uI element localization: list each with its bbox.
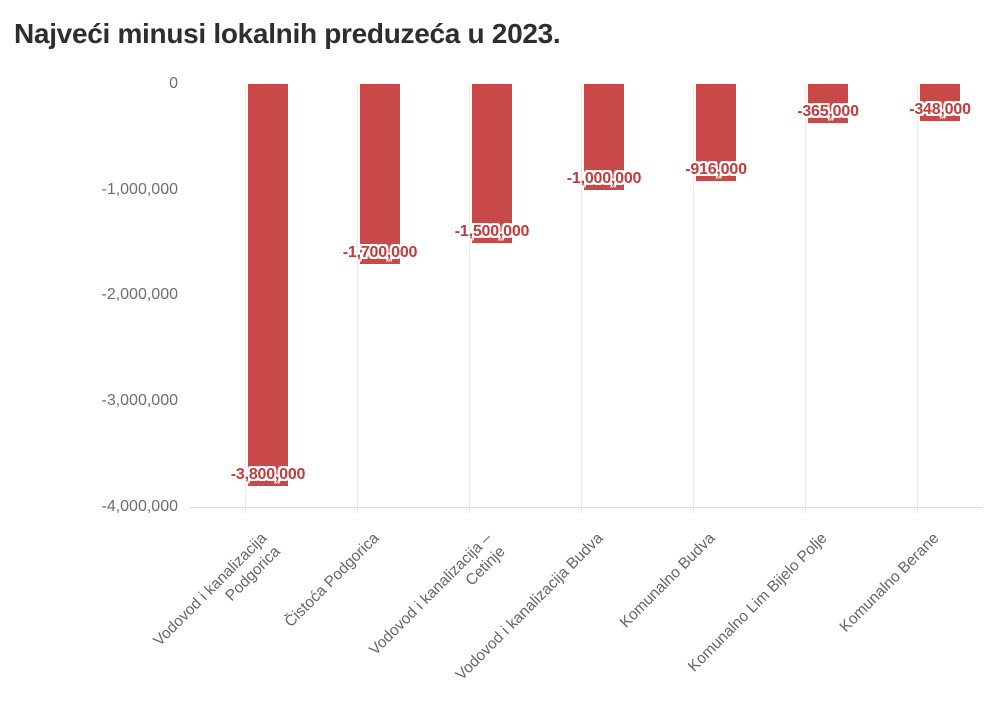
x-axis-category-label: Čistoća Podgorica bbox=[281, 529, 383, 631]
bar-value-label: -1,000,000 bbox=[566, 169, 642, 187]
y-axis-tick-label: -3,000,000 bbox=[101, 392, 178, 410]
y-axis-tick-label: -1,000,000 bbox=[101, 180, 178, 198]
bar-value-label: -365,000 bbox=[797, 102, 859, 120]
category-gridline bbox=[805, 84, 806, 514]
bar bbox=[696, 84, 736, 181]
bar-value-label: -3,800,000 bbox=[230, 465, 306, 483]
x-axis-category-label: Komunalno Budva bbox=[617, 529, 719, 632]
category-gridline bbox=[581, 84, 582, 514]
bar bbox=[360, 84, 400, 264]
bar bbox=[472, 84, 512, 243]
category-gridline bbox=[469, 84, 470, 514]
category-gridline bbox=[917, 84, 918, 514]
bar bbox=[808, 84, 848, 123]
y-axis-tick-label: 0 bbox=[169, 75, 178, 92]
chart-title: Najveći minusi lokalnih preduzeća u 2023… bbox=[14, 18, 561, 49]
bar-value-label: -916,000 bbox=[685, 160, 747, 178]
category-gridline bbox=[693, 84, 694, 514]
y-axis-tick-label: -4,000,000 bbox=[101, 497, 178, 515]
bar-value-label: -348,000 bbox=[909, 100, 971, 118]
x-axis-category-label: Vodovod i kanalizacija Podgorica bbox=[150, 529, 285, 650]
bar bbox=[584, 84, 624, 190]
category-gridline bbox=[357, 84, 358, 514]
bar-value-label: -1,500,000 bbox=[454, 222, 530, 240]
bar bbox=[248, 84, 288, 486]
category-gridline bbox=[245, 84, 246, 514]
x-axis-line bbox=[190, 507, 982, 509]
x-axis-category-label: Komunalno Berane bbox=[836, 529, 943, 636]
y-axis-tick-label: -2,000,000 bbox=[101, 286, 178, 304]
bar-value-label: -1,700,000 bbox=[342, 243, 418, 261]
bar bbox=[920, 84, 960, 121]
